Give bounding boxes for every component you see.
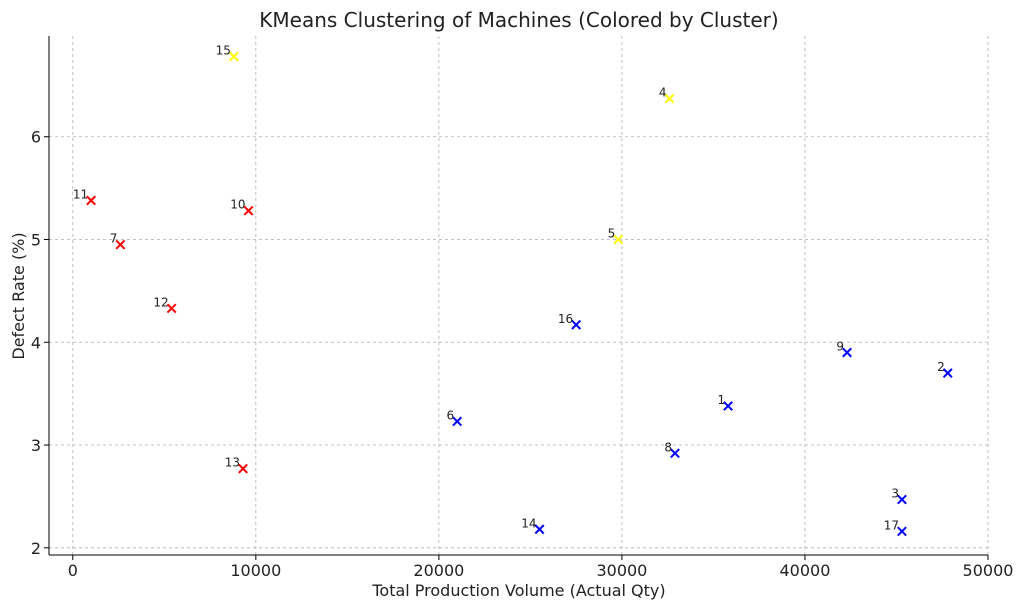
point-marker-stroke [613,234,624,245]
x-tick-label: 10000 [230,561,281,580]
point-marker-stroke [115,239,126,250]
point-label: 8 [664,440,672,454]
point-marker-stroke [534,524,545,535]
point-label: 5 [608,226,616,240]
point-marker-stroke [166,303,177,314]
point-marker-stroke [238,463,248,474]
grid [49,36,989,555]
point-marker-stroke [243,205,254,216]
point-label: 4 [659,86,667,100]
point-label: 17 [884,518,899,532]
data-point: 7 [110,232,126,250]
point-label: 9 [836,340,844,354]
point-label: 16 [558,312,573,326]
data-point: 16 [558,312,582,330]
axes-spines [48,36,988,556]
data-point: 2 [937,360,953,379]
y-tick-label: 2 [31,539,41,558]
x-tick-label: 40000 [780,561,831,580]
data-point: 10 [230,198,254,216]
point-marker-stroke [86,195,97,206]
data-point: 3 [891,487,907,505]
point-marker-stroke [897,526,907,537]
data-point: 8 [664,440,680,459]
point-marker-stroke [942,368,953,379]
point-marker-stroke [452,416,463,427]
point-label: 11 [73,187,88,201]
point-label: 1 [717,393,725,407]
data-point: 13 [225,456,248,474]
point-label: 12 [153,295,168,309]
point-label: 13 [225,456,240,470]
point-label: 2 [937,360,945,374]
point-label: 7 [110,232,118,246]
point-label: 3 [891,487,899,501]
point-label: 14 [521,516,536,530]
data-point: 12 [153,295,177,314]
data-point: 9 [836,340,852,358]
chart-title: KMeans Clustering of Machines (Colored b… [259,8,778,32]
point-label: 6 [447,408,455,422]
data-point: 14 [521,516,545,535]
x-axis-label: Total Production Volume (Actual Qty) [371,581,665,600]
point-marker-stroke [723,401,733,411]
point-marker-stroke [897,494,907,505]
data-point: 17 [884,518,907,537]
point-label: 15 [216,44,231,58]
data-point: 4 [659,86,675,104]
x-tick-label: 0 [68,561,78,580]
y-tick-label: 3 [31,436,41,455]
data-point: 1 [717,393,733,411]
x-tick-label: 50000 [963,561,1014,580]
point-marker-stroke [228,51,239,62]
y-tick-label: 6 [31,128,41,147]
point-marker-stroke [664,93,675,104]
data-point: 11 [73,187,97,206]
y-axis-label: Defect Rate (%) [9,232,28,359]
data-point: 6 [447,408,463,427]
y-tick-label: 5 [31,230,41,249]
x-tick-label: 20000 [413,561,464,580]
data-point: 5 [608,226,624,245]
data-point: 15 [216,44,239,62]
x-tick-label: 30000 [596,561,647,580]
y-tick-label: 4 [31,333,41,352]
axis-ticks: 0 10000 20000 30000 40000 50000 2 3 4 5 6 [31,128,1014,580]
point-marker-stroke [670,448,680,459]
point-marker-stroke [842,347,852,358]
point-label: 10 [230,198,245,212]
point-marker-stroke [571,319,582,330]
